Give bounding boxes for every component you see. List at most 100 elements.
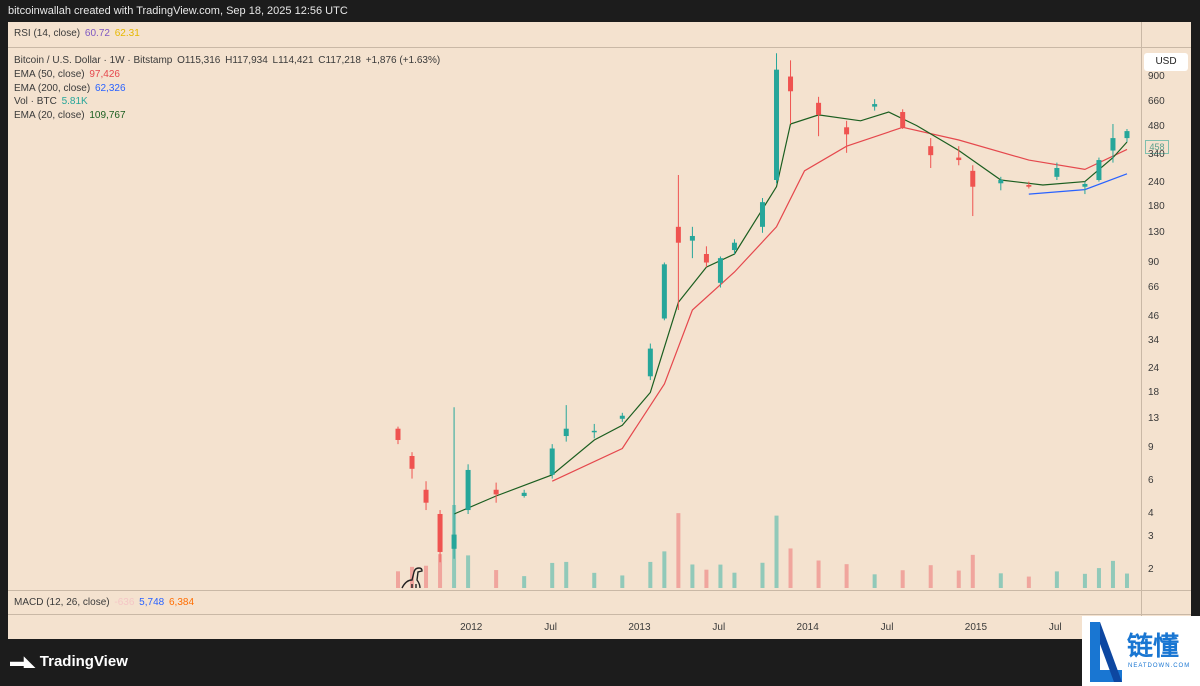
candle-body <box>619 415 625 419</box>
symbol-label: Bitcoin / U.S. Dollar · 1W · Bitstamp <box>14 55 173 66</box>
volume-bar <box>466 555 471 588</box>
volume-bar <box>396 571 400 588</box>
ema20-line <box>453 111 1128 515</box>
price-change: +1,876 (+1.63%) <box>365 55 441 66</box>
volume-bar <box>648 561 653 588</box>
volume-bar <box>494 570 499 588</box>
ema50-legend[interactable]: EMA (50, close) 97,426 <box>14 69 120 80</box>
price-tick-label: 13 <box>1148 412 1160 424</box>
ohlc-close: C117,218 <box>318 55 361 66</box>
tradingview-brand[interactable]: ▬◣ TradingView <box>10 653 128 670</box>
ema50-value: 97,426 <box>89 69 120 80</box>
price-tick-label: 46 <box>1148 310 1160 322</box>
volume-bar <box>1110 560 1115 588</box>
candle-body <box>872 104 878 107</box>
ema200-label: EMA (200, close) <box>14 83 91 94</box>
volume-bar <box>816 560 821 588</box>
volume-bar <box>788 548 793 588</box>
volume-bar <box>662 551 667 588</box>
candle-body <box>465 469 471 511</box>
rsi-legend[interactable]: RSI (14, close) 60.72 62.31 <box>14 28 140 39</box>
neatdown-watermark: 链懂 NEATDOWN.COM <box>1082 616 1200 686</box>
candle-body <box>900 112 906 128</box>
volume-bar <box>732 572 737 588</box>
candle-body <box>689 235 695 241</box>
ema200-value: 62,326 <box>94 83 126 94</box>
time-axis-separator <box>8 614 1191 615</box>
rsi-label: RSI (14, close) <box>14 28 81 39</box>
ema20-legend[interactable]: EMA (20, close) 109,767 <box>14 110 126 121</box>
candle-body <box>1082 183 1088 187</box>
volume-bar <box>676 513 681 588</box>
candle-body <box>816 102 822 115</box>
volume-bar <box>592 572 597 588</box>
price-tick-label: 24 <box>1148 363 1160 375</box>
volume-bar <box>1082 573 1087 588</box>
volume-bar <box>956 570 961 588</box>
volume-bar <box>900 570 905 588</box>
volume-bar <box>438 554 443 588</box>
volume-legend[interactable]: Vol · BTC 5.81K <box>14 96 88 107</box>
time-tick-label: Jul <box>544 622 557 633</box>
price-tick-label: 90 <box>1148 256 1160 268</box>
candle-body <box>703 254 709 263</box>
candle-body <box>563 428 569 437</box>
price-tick-label: 180 <box>1148 200 1165 212</box>
volume-bar <box>970 554 975 588</box>
candle-body <box>956 157 962 161</box>
volume-bar <box>1096 568 1101 588</box>
price-tick-label: 9 <box>1148 442 1154 454</box>
candle-body <box>423 489 429 503</box>
macd-value-1: 5,748 <box>139 597 165 608</box>
ema20-label: EMA (20, close) <box>14 110 85 121</box>
rsi-value-1: 60.72 <box>84 28 110 39</box>
candle-body <box>759 202 765 227</box>
volume-value: 5.81K <box>61 96 88 107</box>
price-tick-label: 66 <box>1148 281 1160 293</box>
rsi-pane-separator[interactable] <box>8 47 1191 48</box>
candle-body <box>1110 138 1116 151</box>
volume-bar <box>998 573 1003 588</box>
ema50-line <box>551 126 1128 482</box>
volume-bar <box>1054 571 1059 588</box>
candle-body <box>774 69 780 180</box>
macd-label: MACD (12, 26, close) <box>14 597 110 608</box>
price-chart[interactable] <box>8 22 1141 590</box>
volume-label: Vol · BTC <box>14 96 57 107</box>
chart-frame[interactable]: RSI (14, close) 60.72 62.31 Bitcoin / U.… <box>8 22 1191 639</box>
candle-body <box>928 146 934 156</box>
candle-body <box>409 456 415 469</box>
volume-bar <box>774 515 779 588</box>
candle-body <box>1096 160 1102 180</box>
last-price-tag: 458 <box>1145 140 1169 154</box>
time-tick-label: 2015 <box>964 622 988 633</box>
price-legend[interactable]: Bitcoin / U.S. Dollar · 1W · Bitstamp O1… <box>14 55 440 66</box>
volume-bar <box>550 562 555 588</box>
brand-text: TradingView <box>39 653 128 670</box>
ema200-legend[interactable]: EMA (200, close) 62,326 <box>14 83 126 94</box>
macd-legend[interactable]: MACD (12, 26, close) -636 5,748 6,384 <box>14 597 194 608</box>
currency-selector[interactable]: USD <box>1144 53 1188 71</box>
candle-body <box>1026 184 1032 187</box>
macd-value-0: -636 <box>114 597 135 608</box>
candle-body <box>998 179 1004 184</box>
price-tick-label: 2 <box>1148 563 1154 575</box>
candle-body <box>451 534 457 549</box>
price-tick-label: 4 <box>1148 507 1154 519</box>
time-tick-label: Jul <box>712 622 726 633</box>
macd-pane-separator[interactable] <box>8 590 1191 591</box>
volume-bar <box>1026 576 1031 588</box>
volume-bar <box>872 574 877 588</box>
candle-body <box>844 127 850 135</box>
price-tick-label: 480 <box>1148 121 1165 133</box>
macd-value-2: 6,384 <box>168 597 195 608</box>
ema200-line <box>1028 173 1128 195</box>
volume-bar <box>522 576 527 588</box>
candle-body <box>437 513 443 552</box>
price-tick-label: 18 <box>1148 386 1160 398</box>
price-tick-label: 660 <box>1148 95 1165 107</box>
price-axis-separator <box>1141 22 1142 639</box>
credit-text: bitcoinwallah created with TradingView.c… <box>8 5 348 17</box>
ohlc-open: O115,316 <box>177 55 221 66</box>
candle-body <box>395 428 401 440</box>
